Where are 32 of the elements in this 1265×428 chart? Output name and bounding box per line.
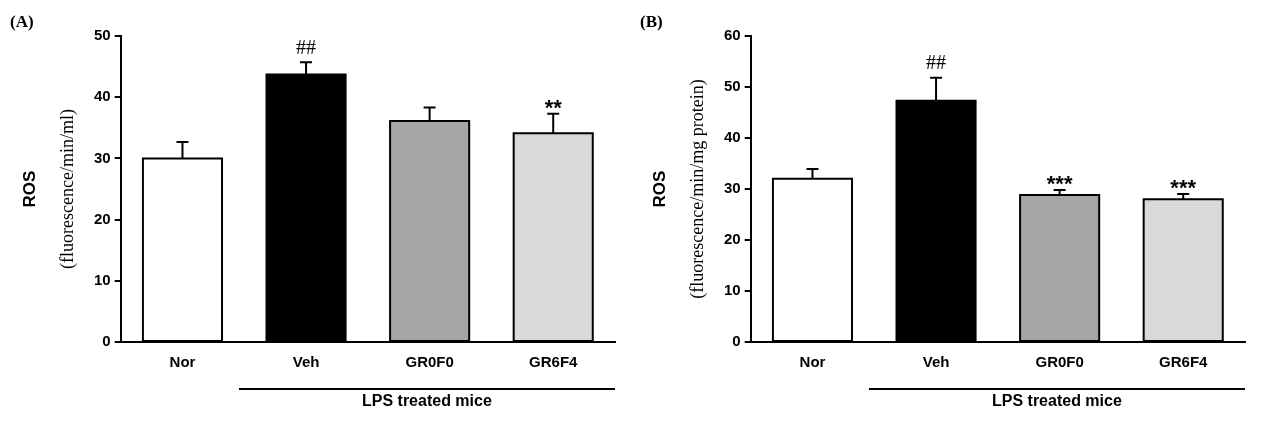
y-tick-label: 20 xyxy=(724,230,741,248)
x-tick-label: GR6F4 xyxy=(529,353,579,371)
y-tick-label: 0 xyxy=(102,332,111,350)
data-label: ## xyxy=(296,35,317,58)
y-axis-title: ROS (fluorescence/min/ml) xyxy=(19,109,78,269)
y-tick-label: 30 xyxy=(724,179,741,197)
y-tick-label: 60 xyxy=(724,26,741,44)
x-tick-label: Veh xyxy=(292,353,320,371)
y-tick-label: 30 xyxy=(94,148,111,166)
data-label: ## xyxy=(926,51,947,74)
data-label: *** xyxy=(1170,175,1197,201)
y-tick-label: 40 xyxy=(724,128,741,146)
y-tick-label: 40 xyxy=(94,87,111,105)
x-tick-label: GR0F0 xyxy=(1035,353,1084,371)
y-tick-label: 10 xyxy=(94,270,111,288)
y-tick-label: 50 xyxy=(724,77,741,95)
y-tick-label: 20 xyxy=(94,209,111,227)
x-tick-label: Nor xyxy=(169,353,196,371)
text: LPS treated mice xyxy=(361,392,493,410)
chart-title: (B) xyxy=(640,11,663,31)
y-tick-label: 50 xyxy=(94,26,111,44)
text: LPS treated mice xyxy=(991,392,1123,410)
data-label: ** xyxy=(544,94,563,120)
y-axis-title: ROS (fluorescence/min/mg protein) xyxy=(649,79,708,299)
y-tick-label: 10 xyxy=(724,281,741,299)
x-tick-label: GR0F0 xyxy=(405,353,454,371)
x-tick-label: GR6F4 xyxy=(1159,353,1209,371)
x-tick-label: Veh xyxy=(922,353,950,371)
data-label: *** xyxy=(1046,171,1073,197)
chart-title: (A) xyxy=(10,11,34,31)
x-tick-label: Nor xyxy=(799,353,826,371)
y-tick-label: 0 xyxy=(732,332,741,350)
